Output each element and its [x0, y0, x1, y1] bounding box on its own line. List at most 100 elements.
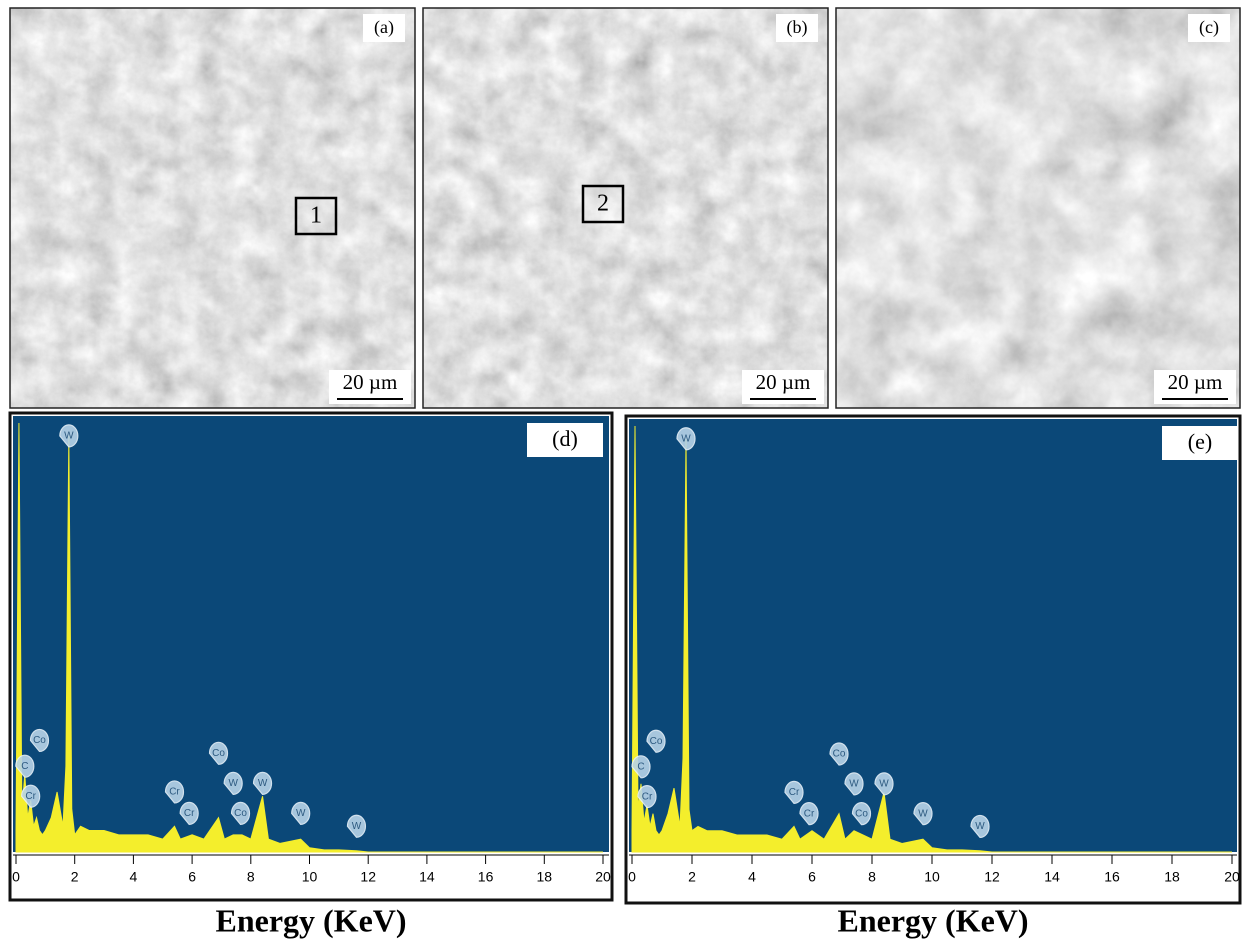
- x-tick-label: 0: [12, 869, 20, 885]
- x-tick-label: 18: [1164, 869, 1180, 885]
- x-tick-label: 2: [71, 869, 79, 885]
- panel-label: (d): [552, 426, 578, 451]
- x-tick-label: 4: [130, 869, 138, 885]
- peak-marker: [631, 755, 651, 779]
- peak-marker: [252, 771, 273, 795]
- peak-label: W: [975, 821, 985, 832]
- peak-label: Cr: [184, 808, 195, 819]
- peak-marker: [676, 427, 696, 451]
- sem-image: [836, 8, 1240, 408]
- peak-label: W: [296, 808, 306, 819]
- image-border: [835, 7, 1241, 409]
- peak-marker: [851, 802, 872, 826]
- x-tick-label: 20: [1224, 869, 1240, 885]
- region-label: 1: [310, 203, 322, 229]
- x-tick-label: 16: [478, 869, 494, 885]
- image-border: [9, 7, 416, 409]
- peak-marker: [784, 780, 804, 804]
- peak-label: W: [352, 821, 362, 832]
- x-tick-label: 16: [1104, 869, 1120, 885]
- plot-area: [629, 419, 1237, 852]
- label-box: [527, 423, 603, 457]
- peak-marker: [646, 729, 666, 753]
- peak-marker: [829, 742, 849, 766]
- x-tick-label: 0: [628, 869, 636, 885]
- peak-label: Co: [212, 748, 225, 759]
- label-box: [776, 14, 818, 42]
- peak-label: W: [879, 778, 889, 789]
- spectrum: [15, 422, 603, 853]
- x-axis-title: Energy (KeV): [837, 902, 1028, 938]
- peak-marker: [637, 785, 657, 809]
- peak-marker: [208, 741, 229, 765]
- peak-label: W: [918, 808, 928, 819]
- region-box: [581, 184, 625, 224]
- x-tick-label: 6: [188, 869, 196, 885]
- peak-marker: [874, 772, 894, 796]
- peak-label: W: [228, 778, 238, 789]
- peak-label: Co: [650, 736, 663, 747]
- x-tick-label: 10: [924, 869, 940, 885]
- x-tick-label: 14: [419, 869, 435, 885]
- peak-label: Cr: [789, 787, 800, 798]
- x-tick-label: 10: [302, 869, 318, 885]
- x-tick-label: 12: [984, 869, 1000, 885]
- peak-marker: [844, 772, 864, 796]
- scale-bar-label: 20 µm: [756, 370, 811, 394]
- scale-bar-label: 20 µm: [1168, 370, 1223, 394]
- peak-label: W: [258, 778, 268, 789]
- peak-label: Co: [234, 808, 247, 819]
- peak-marker: [970, 814, 990, 839]
- x-tick-label: 6: [808, 869, 816, 885]
- sem-image: [423, 8, 828, 408]
- x-tick-label: 2: [688, 869, 696, 885]
- peak-label: Cr: [642, 791, 653, 802]
- peak-label: W: [681, 433, 691, 444]
- peak-label: Cr: [25, 791, 36, 802]
- x-tick-label: 18: [537, 869, 553, 885]
- x-tick-label: 20: [595, 869, 611, 885]
- peak-marker: [164, 780, 185, 804]
- plot-area: [13, 416, 609, 852]
- panel-label: (c): [1199, 17, 1219, 38]
- spectrum: [631, 425, 1232, 853]
- panel-label: (e): [1188, 429, 1212, 454]
- peak-marker: [179, 801, 199, 825]
- label-box: [363, 14, 405, 42]
- peak-marker: [59, 424, 79, 448]
- peak-marker: [913, 802, 933, 826]
- peak-label: Cr: [169, 787, 180, 798]
- peak-label: Co: [855, 808, 868, 819]
- x-axis-title: Energy (KeV): [215, 902, 406, 938]
- label-box: [1188, 14, 1230, 42]
- peak-label: Co: [833, 749, 846, 760]
- peak-label: C: [637, 761, 644, 772]
- region-label: 2: [597, 191, 609, 217]
- peak-label: Cr: [804, 808, 815, 819]
- peak-marker: [346, 814, 367, 838]
- peak-label: C: [21, 761, 28, 772]
- peak-label: W: [849, 778, 859, 789]
- x-tick-label: 4: [748, 869, 756, 885]
- image-border: [422, 7, 829, 409]
- x-tick-label: 8: [868, 869, 876, 885]
- peak-label: W: [64, 431, 74, 442]
- label-box: [1162, 426, 1238, 460]
- x-tick-label: 12: [360, 869, 376, 885]
- peak-marker: [230, 801, 251, 825]
- region-box: [294, 196, 338, 236]
- peak-marker: [799, 802, 819, 826]
- peak-label: Co: [33, 735, 46, 746]
- panel-label: (b): [787, 17, 808, 38]
- sem-image: [10, 8, 415, 408]
- peak-marker: [29, 728, 50, 753]
- peak-marker: [223, 771, 243, 795]
- peak-marker: [15, 754, 35, 778]
- peak-marker: [21, 784, 41, 808]
- scale-bar-label: 20 µm: [343, 370, 398, 394]
- peak-marker: [291, 801, 311, 825]
- x-tick-label: 8: [247, 869, 255, 885]
- x-tick-label: 14: [1044, 869, 1060, 885]
- panel-label: (a): [374, 17, 394, 38]
